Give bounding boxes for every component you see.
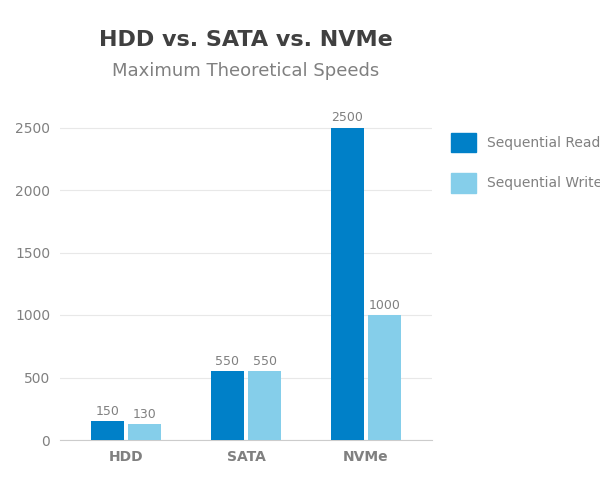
Bar	[91, 421, 124, 440]
Text: 550: 550	[253, 355, 277, 368]
Legend: Sequential Read, Sequential Write: Sequential Read, Sequential Write	[445, 127, 600, 198]
Text: 150: 150	[95, 405, 119, 418]
Bar	[128, 424, 161, 440]
Text: Maximum Theoretical Speeds: Maximum Theoretical Speeds	[112, 62, 380, 80]
Text: 2500: 2500	[331, 112, 364, 124]
Bar	[248, 371, 281, 440]
Bar	[211, 371, 244, 440]
Text: 1000: 1000	[368, 299, 401, 312]
Text: HDD vs. SATA vs. NVMe: HDD vs. SATA vs. NVMe	[99, 30, 393, 50]
Text: 550: 550	[215, 355, 239, 368]
Bar	[331, 128, 364, 440]
Text: 130: 130	[133, 408, 157, 420]
Bar	[368, 315, 401, 440]
